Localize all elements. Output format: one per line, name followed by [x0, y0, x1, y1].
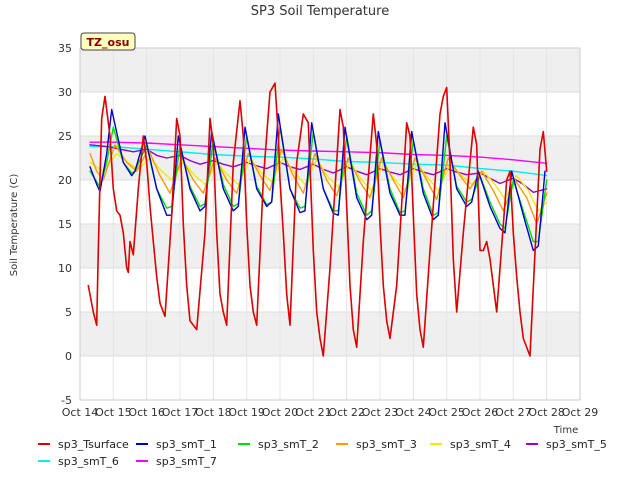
x-tick-label: Oct 24 [395, 406, 432, 419]
legend: sp3_Tsurface sp3_smT_1 sp3_smT_2 sp3_smT_3 s… [38, 438, 607, 468]
legend-label: sp3_smT_5 [546, 438, 607, 451]
x-tick-label: Oct 22 [328, 406, 365, 419]
x-tick-label: Oct 29 [562, 406, 599, 419]
y-tick-label: 5 [65, 306, 72, 319]
plot-band [80, 312, 580, 356]
series-line-sp3-smt-4 [89, 152, 548, 212]
legend-label: sp3_smT_4 [450, 438, 511, 451]
y-tick-label: 35 [58, 42, 72, 55]
station-badge: TZ_osu [80, 32, 136, 51]
legend-label: sp3_smT_7 [156, 455, 217, 468]
series-line-sp3-smt-7 [89, 141, 548, 165]
plot-band [80, 136, 580, 180]
x-tick-label: Oct 15 [95, 406, 132, 419]
x-tick-label: Oct 26 [462, 406, 499, 419]
x-tick-label: Oct 27 [495, 406, 532, 419]
x-tick-label: Oct 28 [528, 406, 565, 419]
series-line-sp3-smt-1 [89, 108, 546, 252]
x-tick-label: Oct 23 [362, 406, 399, 419]
series-lines [87, 82, 548, 357]
legend-label: sp3_smT_1 [156, 438, 217, 451]
y-tick-label: 20 [58, 174, 72, 187]
chart-title: SP3 Soil Temperature [251, 4, 389, 19]
x-tick-label: Oct 19 [228, 406, 265, 419]
x-tick-label: Oct 21 [295, 406, 332, 419]
badge-label: TZ_osu [87, 36, 130, 49]
series-line-sp3-tsurface [87, 82, 548, 357]
x-tick-label: Oct 16 [128, 406, 165, 419]
y-tick-label: 15 [58, 218, 72, 231]
y-tick-label: -5 [61, 394, 72, 407]
x-axis-label: Time [553, 425, 578, 436]
plot-frame [79, 47, 581, 401]
x-tick-label: Oct 18 [195, 406, 232, 419]
x-tick-label: Oct 20 [262, 406, 299, 419]
y-tick-label: 0 [65, 350, 72, 363]
legend-label: sp3_smT_3 [356, 438, 417, 451]
plot-band [80, 48, 580, 92]
legend-label: sp3_Tsurface [58, 438, 129, 451]
y-tick-label: 25 [58, 130, 72, 143]
y-tick-label: 10 [58, 262, 72, 275]
legend-label: sp3_smT_6 [58, 455, 119, 468]
series-line-sp3-smt-3 [89, 144, 548, 225]
legend-label: sp3_smT_2 [258, 438, 319, 451]
x-tick-label: Oct 25 [428, 406, 465, 419]
y-axis-ticks: -5 0 5 10 15 20 25 30 35 [58, 42, 72, 407]
badge-box [80, 32, 136, 51]
y-tick-label: 30 [58, 86, 72, 99]
plot-bands [80, 48, 580, 356]
x-tick-label: Oct 14 [62, 406, 99, 419]
x-tick-label: Oct 17 [162, 406, 199, 419]
y-axis-label: Soil Temperature (C) [9, 174, 20, 277]
